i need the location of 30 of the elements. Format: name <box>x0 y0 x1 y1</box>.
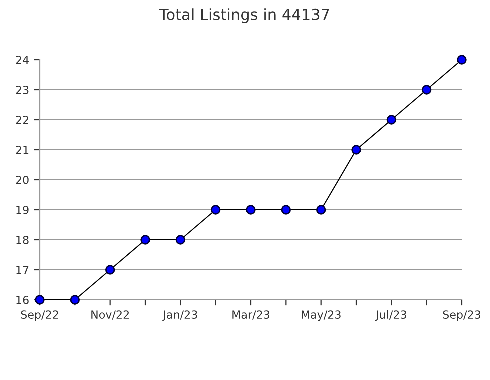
point <box>210 205 221 215</box>
y-tick-label: 22 <box>16 116 28 124</box>
point <box>105 265 116 275</box>
x-tick-label: Jan/23 <box>162 310 198 322</box>
point <box>352 145 362 155</box>
y-tick-label: 23 <box>16 86 29 94</box>
x-tick-label: Mar/23 <box>232 310 270 320</box>
point <box>281 205 292 215</box>
point <box>176 235 186 245</box>
y-tick-label: 20 <box>16 176 29 184</box>
y-tick-label: 17 <box>16 266 29 274</box>
chart-title: Total Listings in 44137 <box>159 8 330 24</box>
point <box>70 295 80 305</box>
point <box>35 295 45 305</box>
x-tick-label: May/23 <box>302 310 341 322</box>
y-tick-label: 21 <box>16 146 29 154</box>
x-tick-label: Jul/23 <box>375 310 406 322</box>
x-tick-label: Sep/23 <box>443 310 481 322</box>
point <box>386 115 397 125</box>
y-tick-label: 24 <box>16 56 29 64</box>
point <box>422 85 432 95</box>
point <box>140 235 150 245</box>
x-tick-label: Nov/22 <box>92 310 130 320</box>
y-tick-label: 19 <box>16 206 29 214</box>
y-tick-label: 16 <box>16 296 29 304</box>
point <box>316 205 326 215</box>
y-tick-label: 18 <box>16 236 29 244</box>
point <box>246 205 256 215</box>
x-tick-label: Sep/22 <box>21 310 58 322</box>
point <box>457 55 467 65</box>
